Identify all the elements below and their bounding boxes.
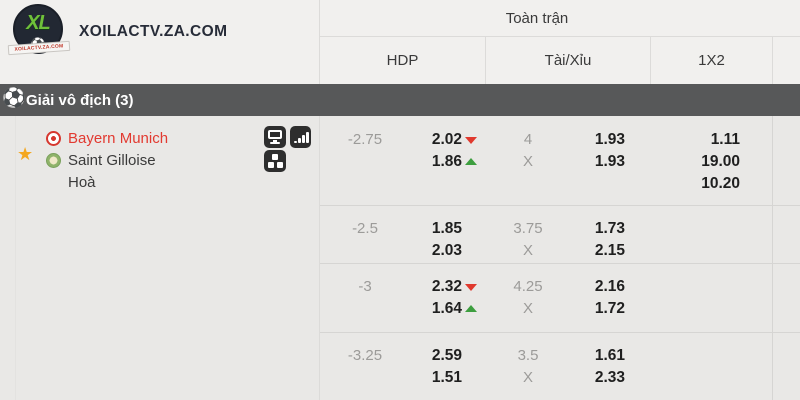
1x2-cell [650, 218, 772, 263]
under-line-value: X [522, 369, 533, 386]
column-header-spacer [772, 37, 800, 84]
row-end-spacer [772, 116, 800, 205]
over-odd[interactable]: 1.73 [594, 220, 625, 237]
hdp-home-odd[interactable]: 2.59 [431, 347, 462, 364]
column-header-1x2: 1X2 [650, 37, 772, 84]
odds-panel: -2.75 2.02 1.86 4 X 1.93 1.93 [320, 116, 800, 400]
1x2-away-odd[interactable]: 19.00 [701, 153, 740, 170]
row-end-spacer [772, 332, 800, 400]
trend-placeholder [462, 218, 478, 240]
league-label: Giải vô địch (3) [26, 91, 134, 109]
site-logo[interactable]: XL ⚽ XOILACTV.ZA.COM XOILACTV.ZA.COM [0, 0, 319, 84]
hdp-away-odd[interactable]: 1.51 [431, 369, 462, 386]
under-line-value: X [522, 300, 533, 317]
hdp-line-value: -3 [358, 278, 372, 295]
league-header[interactable]: ⚽ Giải vô địch (3) [0, 84, 800, 116]
over-line-value: 4.25 [513, 278, 543, 295]
top-header: XL ⚽ XOILACTV.ZA.COM XOILACTV.ZA.COM Toà… [0, 0, 800, 84]
1x2-cell: 1.11 19.00 10.20 [650, 129, 772, 205]
under-odd[interactable]: 1.72 [594, 300, 625, 317]
hdp-away-odd[interactable]: 1.86 [431, 153, 462, 170]
hdp-home-odd[interactable]: 2.32 [431, 278, 462, 295]
odds-header: Toàn trận HDP Tài/Xỉu 1X2 [319, 0, 800, 84]
over-odd[interactable]: 1.93 [594, 131, 625, 148]
favorite-star-icon[interactable]: ★ [17, 144, 34, 164]
row-end-spacer [772, 263, 800, 332]
tv-stand-glyph [273, 140, 277, 142]
home-team-row[interactable]: Bayern Munich [46, 127, 168, 149]
hdp-home-odd[interactable]: 1.85 [431, 220, 462, 237]
hdp-cell: -2.5 1.85 2.03 [320, 218, 485, 263]
over-under-cell: 3.75 X 1.73 2.15 [485, 218, 650, 263]
odds-row: -3 2.32 1.64 4.25 X 2.16 1.72 [320, 263, 800, 332]
trend-placeholder [462, 367, 478, 389]
hdp-line-value: -2.5 [352, 220, 378, 237]
soccer-ball-icon: ⚽ [2, 88, 26, 109]
hdp-cell: -3 2.32 1.64 [320, 276, 485, 332]
hdp-line-value: -3.25 [347, 347, 383, 364]
away-team-name: Saint Gilloise [68, 151, 156, 169]
over-line-value: 3.5 [517, 347, 539, 364]
left-gutter-divider [15, 116, 16, 400]
stats-icon[interactable] [290, 126, 311, 148]
blocks-icon[interactable] [264, 150, 286, 172]
draw-label: Hoà [68, 174, 96, 191]
site-logo-emblem: XL ⚽ XOILACTV.ZA.COM [7, 4, 71, 56]
under-odd[interactable]: 2.15 [594, 242, 625, 259]
hdp-home-odd[interactable]: 2.02 [431, 131, 462, 148]
trend-down-icon [462, 276, 478, 298]
period-header: Toàn trận [320, 0, 800, 37]
odds-row: -2.75 2.02 1.86 4 X 1.93 1.93 [320, 116, 800, 205]
over-line-value: 4 [523, 131, 533, 148]
trend-down-icon [462, 129, 478, 151]
over-under-cell: 4.25 X 2.16 1.72 [485, 276, 650, 332]
hdp-away-odd[interactable]: 2.03 [431, 242, 462, 259]
home-team-name: Bayern Munich [68, 129, 169, 147]
hdp-cell: -3.25 2.59 1.51 [320, 345, 485, 400]
1x2-draw-odd[interactable]: 10.20 [701, 175, 740, 192]
match-table: ★ Bayern Munich Saint Gilloise Hoà [0, 116, 800, 400]
odds-column-headers: HDP Tài/Xỉu 1X2 [320, 37, 800, 84]
trend-placeholder [462, 345, 478, 367]
period-label: Toàn trận [505, 9, 569, 27]
1x2-cell [650, 276, 772, 332]
over-under-cell: 3.5 X 1.61 2.33 [485, 345, 650, 400]
under-odd[interactable]: 1.93 [594, 153, 625, 170]
trend-up-icon [462, 151, 478, 173]
away-team-crest-icon [46, 152, 61, 168]
tv-icon[interactable] [264, 126, 286, 148]
tv-screen-glyph [268, 130, 282, 139]
tv-base-glyph [270, 142, 280, 144]
away-team-row[interactable]: Saint Gilloise [46, 149, 156, 171]
column-header-over-under: Tài/Xỉu [485, 37, 650, 84]
site-name: XOILACTV.ZA.COM [79, 23, 228, 40]
over-odd[interactable]: 1.61 [594, 347, 625, 364]
hdp-away-odd[interactable]: 1.64 [431, 300, 462, 317]
trend-up-icon [462, 298, 478, 320]
hdp-line-value: -2.75 [347, 131, 383, 148]
odds-row: -2.5 1.85 2.03 3.75 X 1.73 2.15 [320, 205, 800, 263]
odds-row: -3.25 2.59 1.51 3.5 X 1.61 2.33 [320, 332, 800, 400]
home-team-crest-icon [46, 130, 61, 146]
logo-monogram: XL [26, 12, 51, 34]
hdp-cell: -2.75 2.02 1.86 [320, 129, 485, 205]
under-line-value: X [522, 242, 533, 259]
column-header-hdp: HDP [386, 52, 419, 69]
under-odd[interactable]: 2.33 [594, 369, 625, 386]
under-line-value: X [522, 153, 533, 170]
match-info-panel: ★ Bayern Munich Saint Gilloise Hoà [0, 116, 320, 400]
row-end-spacer [772, 205, 800, 263]
over-odd[interactable]: 2.16 [594, 278, 625, 295]
over-under-cell: 4 X 1.93 1.93 [485, 129, 650, 205]
1x2-cell [650, 345, 772, 400]
1x2-home-odd[interactable]: 1.11 [710, 131, 740, 148]
trend-placeholder [462, 240, 478, 262]
over-line-value: 3.75 [513, 220, 543, 237]
